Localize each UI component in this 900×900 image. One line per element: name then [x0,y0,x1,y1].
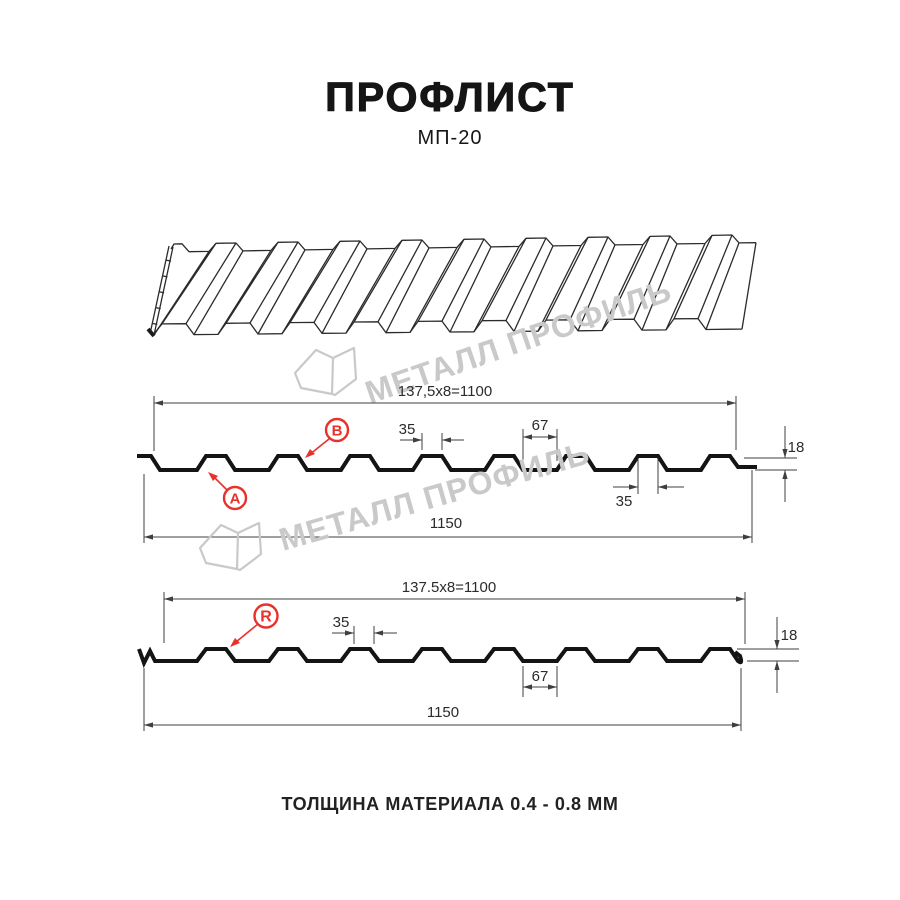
dim-module-r: 137.5x8=1100 [163,579,746,644]
dim-overall-a: 1150 [143,470,753,543]
callout-b-circle [324,417,350,443]
section-a-drawing: 137,5x8=1100 35 67 [137,383,804,543]
callout-a-letter: A [230,491,241,508]
callout-b-letter: B [332,423,343,440]
dim-module-a: 137,5x8=1100 [153,383,737,451]
dim-module-r-value: 137.5x8=1100 [402,579,496,596]
dim-crest-top-a: 35 [399,421,464,450]
dim-overall-r: 1150 [143,668,742,731]
watermark-brand-text: МЕТАЛЛ ПРОФИЛЬ [275,435,594,558]
material-thickness-note: ТОЛЩИНА МАТЕРИАЛА 0.4 - 0.8 ММ [281,794,619,814]
watermark-lower: МЕТАЛЛ ПРОФИЛЬ [198,435,594,572]
metal-profile-logo-icon [198,521,263,572]
callout-r-letter: R [260,609,272,626]
page-title: ПРОФЛИСТ [325,73,575,120]
sheet-3d-rolled-left-edge [149,245,174,336]
dim-overall-a-value: 1150 [430,515,462,532]
callout-r-circle [253,603,279,629]
dim-crest-r-value: 35 [333,614,350,631]
profile-a-outline [137,454,757,472]
dim-crest-r: 35 [332,614,397,644]
sheet-3d-edge-tip [146,327,156,338]
dim-crest-top-a-value: 35 [399,421,416,438]
dim-crest-bottom-a: 35 [613,458,684,510]
dim-height-r: 18 [737,617,799,693]
dim-valley-r-value: 67 [532,668,549,685]
sheet-3d-view [146,234,757,338]
callout-r: R [230,603,279,647]
sheet-3d-far-edge [170,234,757,253]
sheet-3d-right-edge [741,242,757,330]
dim-valley-a: 67 [522,417,558,461]
sheet-3d-near-edge [151,317,743,337]
dim-valley-r: 67 [522,666,558,697]
callout-a-circle [222,485,248,511]
section-r-drawing: 137.5x8=1100 35 67 [137,579,799,731]
dim-height-r-value: 18 [781,627,798,644]
profile-model-subtitle: МП-20 [417,127,483,149]
callout-b: B [305,417,350,458]
metal-profile-logo-icon [293,346,358,397]
profile-r-outline [137,646,744,669]
callout-a: A [208,472,248,511]
dim-valley-a-value: 67 [532,417,549,434]
sheet-3d-rib-lines [153,234,740,336]
dim-overall-r-value: 1150 [427,704,459,721]
dim-module-a-value: 137,5x8=1100 [398,383,492,400]
dim-height-a-value: 18 [788,439,805,456]
dim-height-a: 18 [744,426,804,502]
dim-crest-bottom-a-value: 35 [616,493,633,510]
